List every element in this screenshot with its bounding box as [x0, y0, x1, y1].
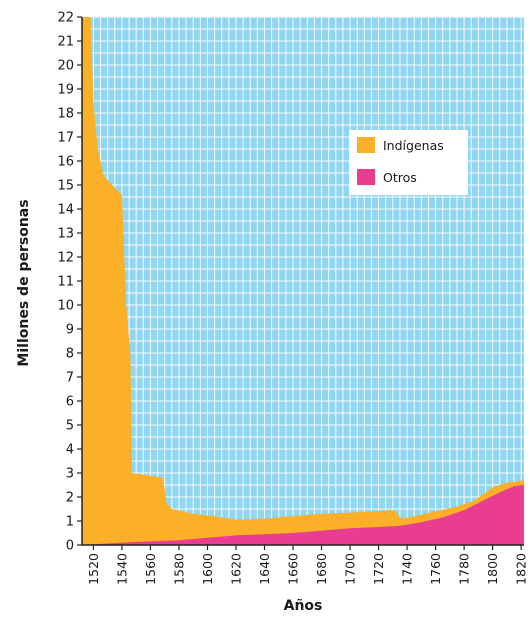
- x-tick-label: 1580: [171, 553, 186, 585]
- y-tick-label: 4: [66, 443, 74, 458]
- x-tick-label: 1740: [400, 553, 415, 585]
- y-tick-label: 18: [57, 107, 74, 122]
- legend-swatch-otros: [357, 169, 375, 185]
- legend: Indígenas Otros: [349, 130, 468, 195]
- x-tick-label: 1680: [314, 553, 329, 585]
- y-tick-label: 2: [66, 491, 74, 506]
- x-tick-label: 1620: [228, 553, 243, 585]
- x-tick-label: 1560: [143, 553, 158, 585]
- data-areas: [82, 17, 524, 545]
- y-tick-label: 9: [66, 323, 74, 338]
- x-tick-label: 1640: [257, 553, 272, 585]
- y-tick-label: 1: [66, 515, 74, 530]
- axes: [77, 16, 524, 550]
- legend-label-indigenas: Indígenas: [383, 138, 444, 153]
- y-tick-label: 17: [57, 131, 74, 146]
- area-indigenas: [82, 17, 524, 545]
- legend-swatch-indigenas: [357, 137, 375, 153]
- y-tick-label: 8: [66, 347, 74, 362]
- x-tick-label: 1760: [428, 553, 443, 585]
- area-otros: [82, 485, 524, 545]
- y-tick-label: 22: [57, 11, 74, 26]
- y-tick-label: 20: [57, 59, 74, 74]
- y-tick-label: 13: [57, 227, 74, 242]
- y-tick-label: 7: [66, 371, 74, 386]
- y-tick-label: 6: [66, 395, 74, 410]
- x-tick-label: 1820: [514, 553, 529, 585]
- x-tick-label: 1540: [114, 553, 129, 585]
- y-axis-title: Millones de personas: [16, 199, 32, 366]
- y-tick-label: 11: [57, 275, 74, 290]
- x-tick-label: 1700: [343, 553, 358, 585]
- grid-lines: [82, 16, 524, 545]
- y-tick-label: 10: [57, 299, 74, 314]
- x-axis-title: Años: [284, 598, 323, 614]
- y-tick-label: 3: [66, 467, 74, 482]
- legend-label-otros: Otros: [383, 170, 417, 185]
- y-tick-label: 16: [57, 155, 74, 170]
- y-tick-label: 12: [57, 251, 74, 266]
- x-tick-labels: 1520 1540 1560 1580 1600 1620 1640 1660 1680 1700…: [86, 553, 529, 585]
- x-tick-label: 1600: [200, 553, 215, 585]
- y-tick-label: 5: [66, 419, 74, 434]
- x-tick-label: 1520: [86, 553, 101, 585]
- y-tick-label: 15: [57, 179, 74, 194]
- y-tick-label: 0: [66, 539, 74, 554]
- x-tick-label: 1720: [371, 553, 386, 585]
- x-tick-label: 1780: [457, 553, 472, 585]
- y-tick-label: 21: [57, 35, 74, 50]
- x-tick-label: 1800: [485, 553, 500, 585]
- x-tick-label: 1660: [286, 553, 301, 585]
- y-tick-label: 14: [57, 203, 74, 218]
- y-tick-label: 19: [57, 83, 74, 98]
